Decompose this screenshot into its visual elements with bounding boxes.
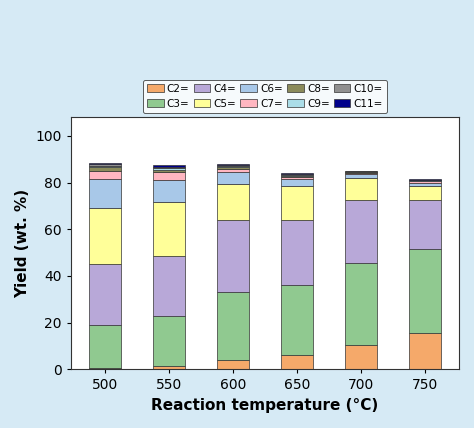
Bar <box>217 220 249 292</box>
Bar <box>153 170 185 172</box>
Bar <box>89 163 121 164</box>
Bar <box>89 265 121 325</box>
Bar <box>409 200 441 249</box>
Bar <box>409 186 441 200</box>
Bar <box>281 355 313 369</box>
Bar <box>153 202 185 256</box>
Bar <box>153 166 185 168</box>
Bar <box>409 180 441 181</box>
Bar <box>89 179 121 208</box>
Bar <box>345 173 377 174</box>
Bar <box>153 180 185 202</box>
Bar <box>217 166 249 169</box>
Bar <box>345 174 377 178</box>
Bar <box>345 171 377 172</box>
Bar <box>281 179 313 186</box>
Bar <box>217 172 249 184</box>
Bar <box>281 220 313 285</box>
Bar <box>345 345 377 369</box>
Bar <box>345 263 377 345</box>
Bar <box>217 184 249 220</box>
Bar <box>153 316 185 366</box>
Y-axis label: Yield (wt. %): Yield (wt. %) <box>15 189 30 298</box>
Bar <box>345 178 377 200</box>
Bar <box>89 208 121 265</box>
Bar <box>409 183 441 186</box>
Legend: C2=, C3=, C4=, C5=, C6=, C7=, C8=, C9=, C10=, C11=: C2=, C3=, C4=, C5=, C6=, C7=, C8=, C9=, … <box>143 80 387 113</box>
Bar <box>153 165 185 166</box>
Bar <box>89 167 121 171</box>
Bar <box>217 165 249 166</box>
Bar <box>89 164 121 166</box>
Bar <box>89 171 121 179</box>
Bar <box>217 164 249 165</box>
Bar <box>345 200 377 263</box>
Bar <box>345 172 377 173</box>
Bar <box>153 366 185 369</box>
Bar <box>281 177 313 179</box>
X-axis label: Reaction temperature (°C): Reaction temperature (°C) <box>151 398 379 413</box>
Bar <box>409 181 441 183</box>
Bar <box>89 166 121 167</box>
Bar <box>281 174 313 175</box>
Bar <box>409 179 441 180</box>
Bar <box>89 325 121 368</box>
Bar <box>217 360 249 369</box>
Bar <box>153 168 185 170</box>
Bar <box>281 285 313 355</box>
Bar <box>409 249 441 333</box>
Bar <box>281 175 313 177</box>
Bar <box>217 292 249 360</box>
Bar <box>281 173 313 174</box>
Bar <box>89 368 121 369</box>
Bar <box>153 172 185 180</box>
Bar <box>217 169 249 172</box>
Bar <box>153 256 185 316</box>
Bar <box>409 333 441 369</box>
Bar <box>281 186 313 220</box>
